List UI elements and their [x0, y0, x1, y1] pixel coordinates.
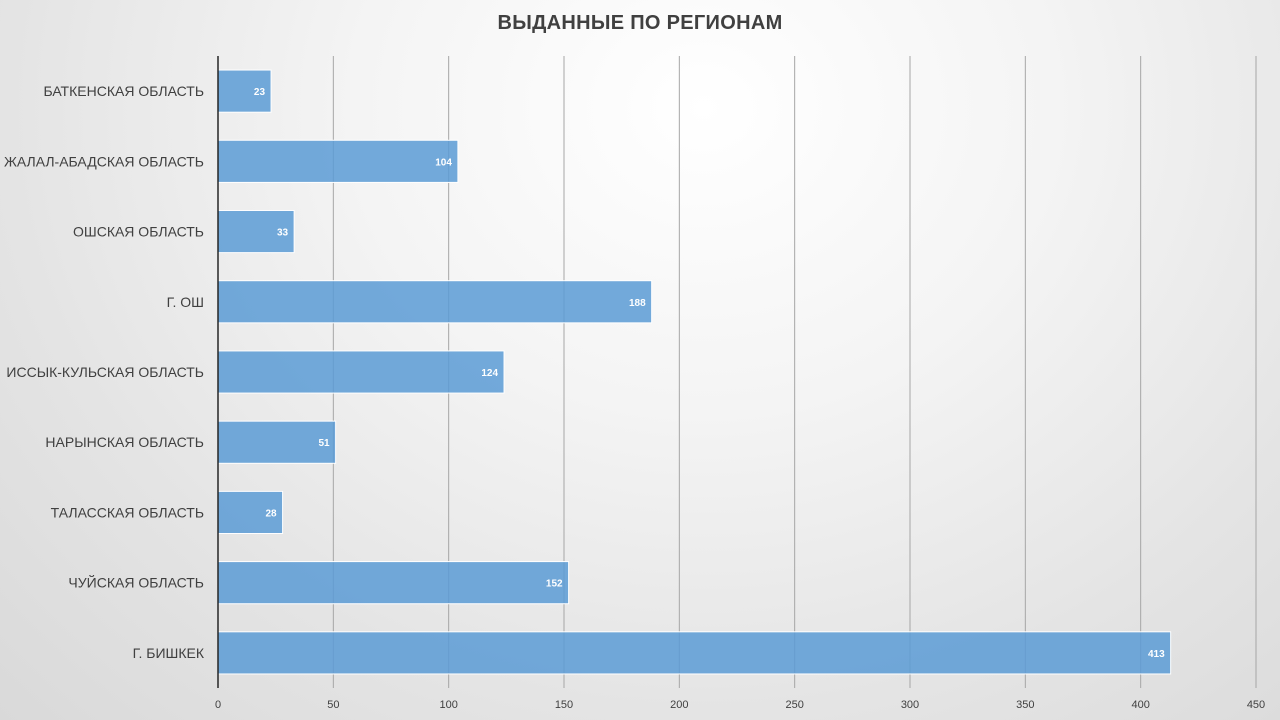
- data-labels: 23 104 33 188 124 51 28 152 413: [254, 87, 1165, 660]
- category-label: НАРЫНСКАЯ ОБЛАСТЬ: [45, 434, 204, 450]
- x-tick-label: 200: [670, 699, 688, 711]
- bar: [217, 490, 284, 535]
- bar: [217, 280, 653, 324]
- data-label: 33: [277, 228, 289, 239]
- x-tick-label: 250: [785, 699, 803, 711]
- data-label: 28: [265, 508, 277, 519]
- chart-title: ВЫДАННЫЕ ПО РЕГИОНАМ: [497, 12, 783, 34]
- bar: [217, 350, 505, 394]
- category-labels: БАТКЕНСКАЯ ОБЛАСТЬ ЖАЛАЛ-АБАДСКАЯ ОБЛАСТЬ…: [4, 83, 205, 661]
- bar: [217, 420, 337, 464]
- category-label: БАТКЕНСКАЯ ОБЛАСТЬ: [43, 83, 204, 99]
- category-label: Г. БИШКЕК: [133, 645, 205, 661]
- value-axis-ticks: 0 50 100 150 200 250 300 350 400 450: [215, 699, 1265, 711]
- category-label: ТАЛАССКАЯ ОБЛАСТЬ: [51, 504, 204, 520]
- x-tick-label: 350: [1016, 699, 1034, 711]
- x-tick-label: 400: [1131, 699, 1149, 711]
- data-label: 51: [319, 438, 331, 449]
- data-label: 104: [435, 157, 452, 168]
- x-tick-label: 150: [555, 699, 573, 711]
- data-label: 23: [254, 87, 266, 98]
- x-tick-label: 0: [215, 699, 221, 711]
- bars: [217, 69, 1172, 675]
- data-label: 152: [546, 579, 563, 590]
- x-tick-label: 50: [327, 699, 339, 711]
- category-label: ИССЫК-КУЛЬСКАЯ ОБЛАСТЬ: [6, 364, 204, 380]
- category-label: ЖАЛАЛ-АБАДСКАЯ ОБЛАСТЬ: [4, 153, 204, 169]
- bar: [217, 139, 459, 183]
- category-label: ОШСКАЯ ОБЛАСТЬ: [73, 224, 204, 240]
- bar: [217, 561, 570, 605]
- data-label: 124: [481, 368, 498, 379]
- data-label: 413: [1148, 649, 1165, 660]
- category-label: ЧУЙСКАЯ ОБЛАСТЬ: [68, 574, 204, 591]
- category-label: Г. ОШ: [167, 294, 204, 310]
- x-tick-label: 450: [1247, 699, 1265, 711]
- bar: [217, 631, 1172, 675]
- x-tick-label: 100: [439, 699, 457, 711]
- data-label: 188: [629, 298, 646, 309]
- x-tick-label: 300: [901, 699, 919, 711]
